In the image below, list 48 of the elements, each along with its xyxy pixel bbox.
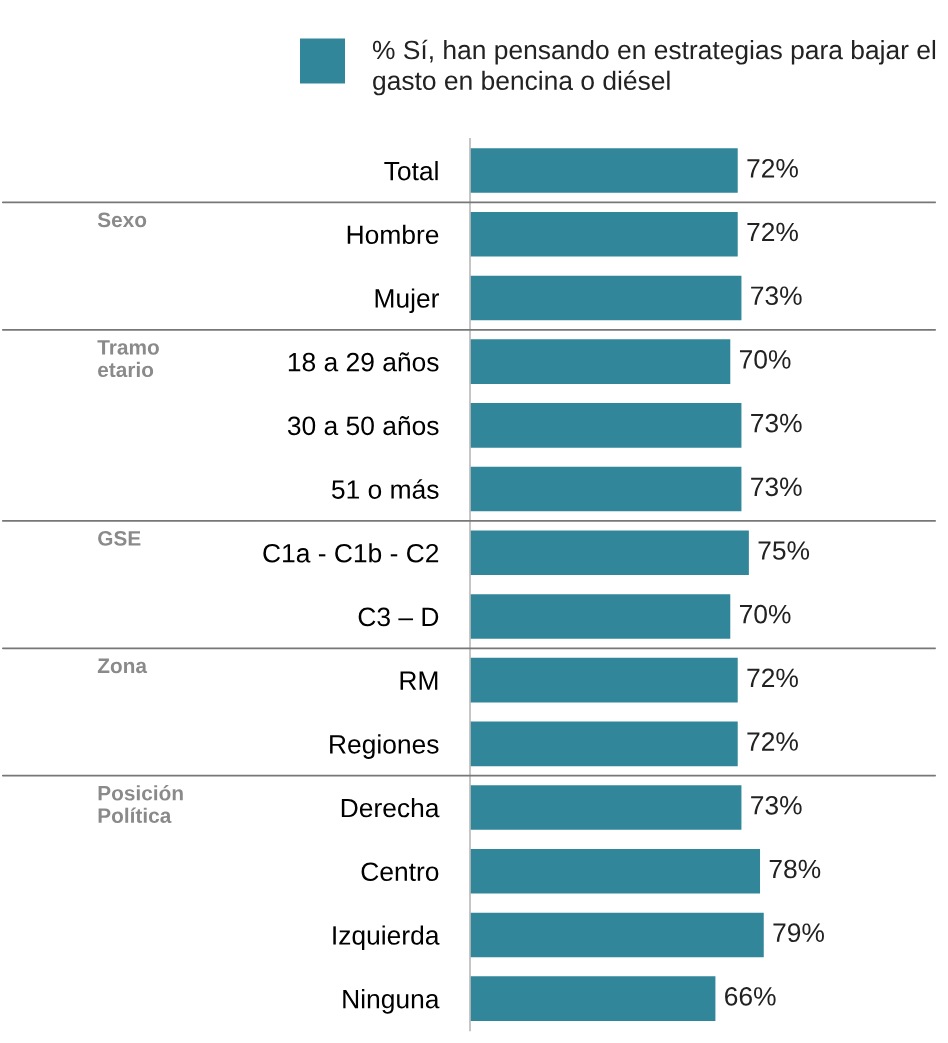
y-tick-label: Total (384, 161, 438, 181)
bar (470, 339, 731, 384)
y-tick-label: Centro (361, 862, 439, 882)
y-tick-label: 51 o más (331, 479, 439, 499)
data-label: 72% (747, 668, 798, 688)
y-tick-label: C3 – D (358, 607, 439, 627)
text: Posición Política (98, 785, 183, 823)
bar (470, 275, 742, 321)
bar (470, 721, 738, 767)
legend-label: % Sí, han pensando en estrategias para bajar el gasto en bencina o diésel (372, 39, 936, 96)
y-tick-label: Regiones (330, 734, 439, 759)
y-tick-label: Mujer (375, 288, 440, 313)
bar (470, 785, 742, 830)
bar (470, 657, 738, 703)
data-label: 75% (758, 541, 810, 560)
data-label: 72% (747, 158, 798, 178)
y-tick-label: RM (400, 671, 438, 690)
y-tick-label: Derecha (341, 797, 440, 818)
data-label: 78% (769, 859, 821, 879)
y-tick-label: 30 a 50 años (287, 415, 439, 436)
data-label: 66% (725, 987, 776, 1006)
y-tick-label: 18 a 29 años (288, 352, 439, 372)
bar (470, 848, 761, 894)
data-label: 72% (747, 732, 798, 751)
data-label: 73% (751, 413, 802, 433)
bar (470, 976, 716, 1021)
y-tick-label: Izquierda (333, 925, 440, 950)
data-label: 73% (751, 477, 802, 497)
bar (470, 148, 738, 193)
bar (470, 403, 742, 448)
bar (470, 912, 764, 958)
y-tick-label: Hombre (347, 224, 439, 245)
data-label: 79% (773, 923, 824, 943)
bar (470, 530, 749, 576)
data-label: 70% (739, 604, 791, 624)
data-label: 73% (751, 795, 802, 815)
data-label: 70% (739, 350, 791, 369)
bar (470, 211, 738, 257)
y-tick-label: C1a - C1b - C2 (263, 543, 439, 563)
bar (470, 594, 731, 639)
y-tick-label: Ninguna (343, 989, 440, 1014)
text: Zona (97, 658, 148, 674)
data-label: 73% (751, 286, 802, 306)
data-label: 72% (747, 222, 798, 242)
text: GSE (98, 531, 141, 546)
text: Tramo etario (97, 340, 159, 378)
bar (470, 466, 742, 512)
text: Sexo (97, 212, 147, 228)
